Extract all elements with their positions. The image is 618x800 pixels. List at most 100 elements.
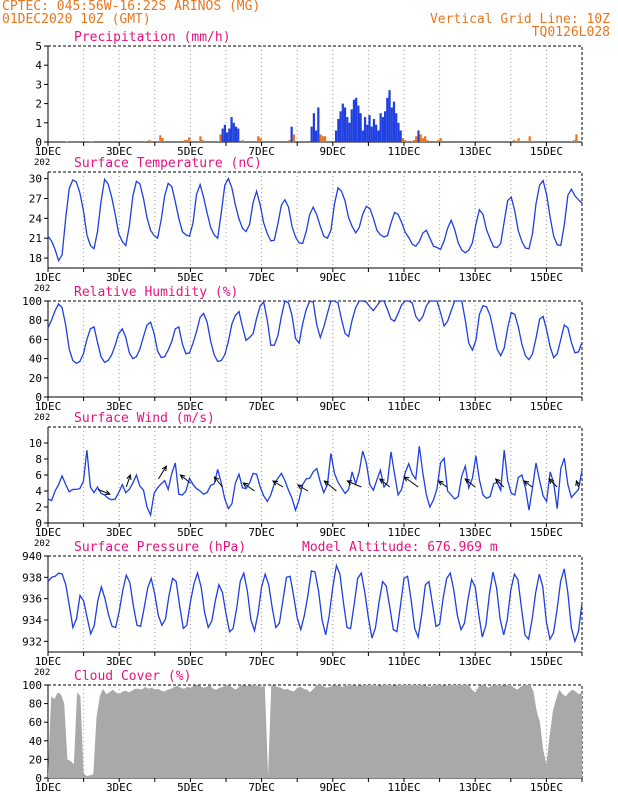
x-tick-label: 9DEC	[320, 526, 347, 539]
precip-bar	[370, 126, 373, 142]
x-tick-label: 13DEC	[459, 271, 492, 284]
precip-bar	[426, 140, 429, 142]
precip-bar	[399, 130, 402, 142]
precip-bar	[343, 107, 347, 142]
precip-bar	[241, 140, 244, 142]
precip-bar	[257, 136, 260, 142]
precip-bar	[310, 126, 313, 142]
precip-bar	[159, 135, 162, 142]
x-tick-label: 5DEC	[177, 655, 204, 668]
y-tick-label: 80	[29, 314, 42, 327]
wind-direction-arrow	[523, 480, 533, 488]
series-line	[47, 177, 583, 263]
x-tick-label: 9DEC	[320, 145, 347, 158]
wind-arrow-head	[575, 479, 581, 487]
wind-arrow-head	[437, 480, 444, 486]
x-tick-label: 1DEC	[35, 400, 62, 413]
y-tick-label: 40	[29, 735, 42, 748]
x-tick-label: 1DEC	[35, 271, 62, 284]
wind-arrow-head	[213, 476, 220, 483]
precip-bar	[174, 141, 178, 142]
precip-bar	[219, 134, 222, 142]
precip-bar	[88, 141, 91, 142]
precip-bar	[372, 118, 376, 142]
y-tick-label: 18	[29, 252, 42, 265]
x-tick-label: 13DEC	[459, 781, 492, 794]
x-tick-label: 13DEC	[459, 400, 492, 413]
y-tick-label: 40	[29, 353, 42, 366]
wind-direction-arrow	[125, 474, 131, 488]
precip-bar	[352, 99, 356, 142]
precip-bar	[217, 141, 220, 142]
y-tick-label: 3	[35, 78, 42, 91]
y-tick-label: 10	[29, 437, 42, 450]
y-tick-label: 932	[22, 635, 42, 648]
x-axis-year-overflow: 202	[34, 284, 50, 294]
wind-arrow-head	[126, 473, 132, 481]
x-axis-year-overflow: 202	[34, 413, 50, 423]
precip-bar	[346, 117, 349, 142]
wind-arrow-head	[104, 490, 111, 495]
y-tick-label: 1	[35, 117, 42, 130]
precip-bar	[339, 111, 342, 142]
wind-arrow-head	[179, 474, 186, 480]
y-tick-label: 20	[29, 372, 42, 385]
wind-arrow-head	[523, 480, 530, 486]
x-tick-label: 7DEC	[248, 781, 275, 794]
wind-direction-arrow	[548, 478, 558, 488]
y-tick-label: 100	[22, 679, 42, 692]
precip-bar	[379, 113, 382, 142]
precip-bar	[377, 130, 380, 142]
x-tick-label: 1DEC	[35, 781, 62, 794]
precip-bar	[315, 130, 318, 142]
x-tick-label: 5DEC	[177, 781, 204, 794]
precip-bar	[348, 122, 351, 142]
y-tick-label: 27	[29, 192, 42, 205]
precip-bar	[230, 117, 233, 142]
x-tick-label: 3DEC	[106, 781, 133, 794]
precip-bar	[392, 101, 396, 142]
precip-bar	[185, 140, 189, 142]
precip-bar	[386, 97, 389, 142]
x-axis-year-overflow: 202	[34, 668, 50, 678]
precip-bar	[363, 117, 367, 142]
y-tick-label: 30	[29, 173, 42, 186]
precip-bar	[388, 90, 391, 142]
x-tick-label: 7DEC	[248, 526, 275, 539]
series-line	[47, 563, 583, 644]
x-tick-label: 7DEC	[248, 271, 275, 284]
wind-direction-arrow	[272, 480, 284, 488]
wind-arrow-head	[161, 465, 168, 472]
x-tick-label: 15DEC	[530, 271, 563, 284]
y-tick-label: 60	[29, 716, 42, 729]
precip-bar	[528, 136, 531, 142]
x-tick-label: 15DEC	[530, 526, 563, 539]
y-tick-label: 8	[35, 453, 42, 466]
x-tick-label: 13DEC	[459, 526, 492, 539]
x-tick-label: 9DEC	[320, 781, 347, 794]
wind-arrow-head	[296, 484, 303, 490]
wind-direction-arrow	[438, 480, 448, 488]
wind-direction-arrow	[379, 478, 391, 488]
x-tick-label: 9DEC	[320, 271, 347, 284]
grid-line-note: Vertical Grid Line: 10Z	[429, 12, 610, 27]
precip-bar	[470, 141, 473, 142]
precip-bar	[406, 141, 409, 142]
precip-bar	[410, 141, 413, 142]
precip-bar	[570, 141, 574, 142]
precip-bar	[341, 103, 344, 142]
panel-title: Relative Humidity (%)	[74, 285, 238, 300]
precip-bar	[223, 124, 226, 142]
x-tick-label: 15DEC	[530, 781, 563, 794]
x-tick-label: 3DEC	[106, 526, 133, 539]
precip-bar	[439, 138, 442, 142]
x-tick-label: 11DEC	[387, 145, 420, 158]
precip-bar	[381, 117, 384, 142]
y-tick-label: 2	[35, 98, 42, 111]
precip-bar	[361, 130, 364, 142]
y-tick-label: 100	[22, 295, 42, 308]
panel-pres	[44, 555, 583, 656]
y-tick-label: 4	[35, 485, 42, 498]
wind-direction-arrow	[297, 484, 309, 492]
